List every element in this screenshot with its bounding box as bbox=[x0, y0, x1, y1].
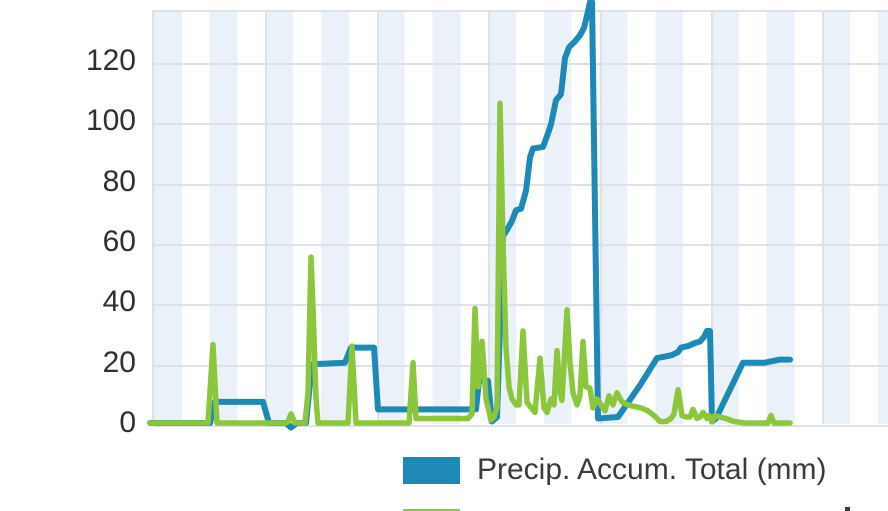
y-gridline bbox=[154, 243, 888, 246]
y-axis-tick-label: 80 bbox=[102, 164, 136, 198]
x-gridline bbox=[822, 12, 825, 424]
y-gridline bbox=[154, 123, 888, 126]
precip-rate-legend-swatch bbox=[403, 509, 460, 511]
chart-legend: Precip. Accum. Total (mm) bbox=[403, 453, 888, 511]
x-gridline bbox=[488, 12, 491, 424]
y-axis-tick-label: 100 bbox=[85, 104, 136, 138]
precip-accum-legend-label: Precip. Accum. Total (mm) bbox=[477, 453, 827, 486]
legend-2-text-fragment bbox=[845, 507, 850, 511]
y-axis-tick-label: 60 bbox=[102, 224, 136, 258]
precip-rate-line[interactable] bbox=[147, 100, 793, 426]
y-gridline bbox=[154, 304, 888, 307]
y-axis-tick-label: 0 bbox=[119, 406, 136, 439]
legend-item-precip-accum[interactable]: Precip. Accum. Total (mm) bbox=[403, 453, 888, 487]
y-gridline bbox=[154, 183, 888, 186]
y-axis-tick-label: 20 bbox=[102, 345, 136, 379]
y-gridline bbox=[154, 425, 888, 427]
precip-accum-legend-swatch bbox=[403, 456, 460, 484]
x-gridline bbox=[599, 12, 602, 424]
y-gridline bbox=[154, 62, 888, 65]
y-axis-tick-label: 40 bbox=[102, 285, 136, 319]
y-axis-tick-label: 120 bbox=[85, 43, 136, 77]
x-gridline bbox=[711, 12, 713, 424]
x-gridline bbox=[376, 12, 379, 424]
legend-item-precip-rate[interactable] bbox=[403, 509, 888, 511]
x-gridline bbox=[265, 12, 268, 424]
precip-accum-total-line[interactable] bbox=[147, 0, 793, 431]
